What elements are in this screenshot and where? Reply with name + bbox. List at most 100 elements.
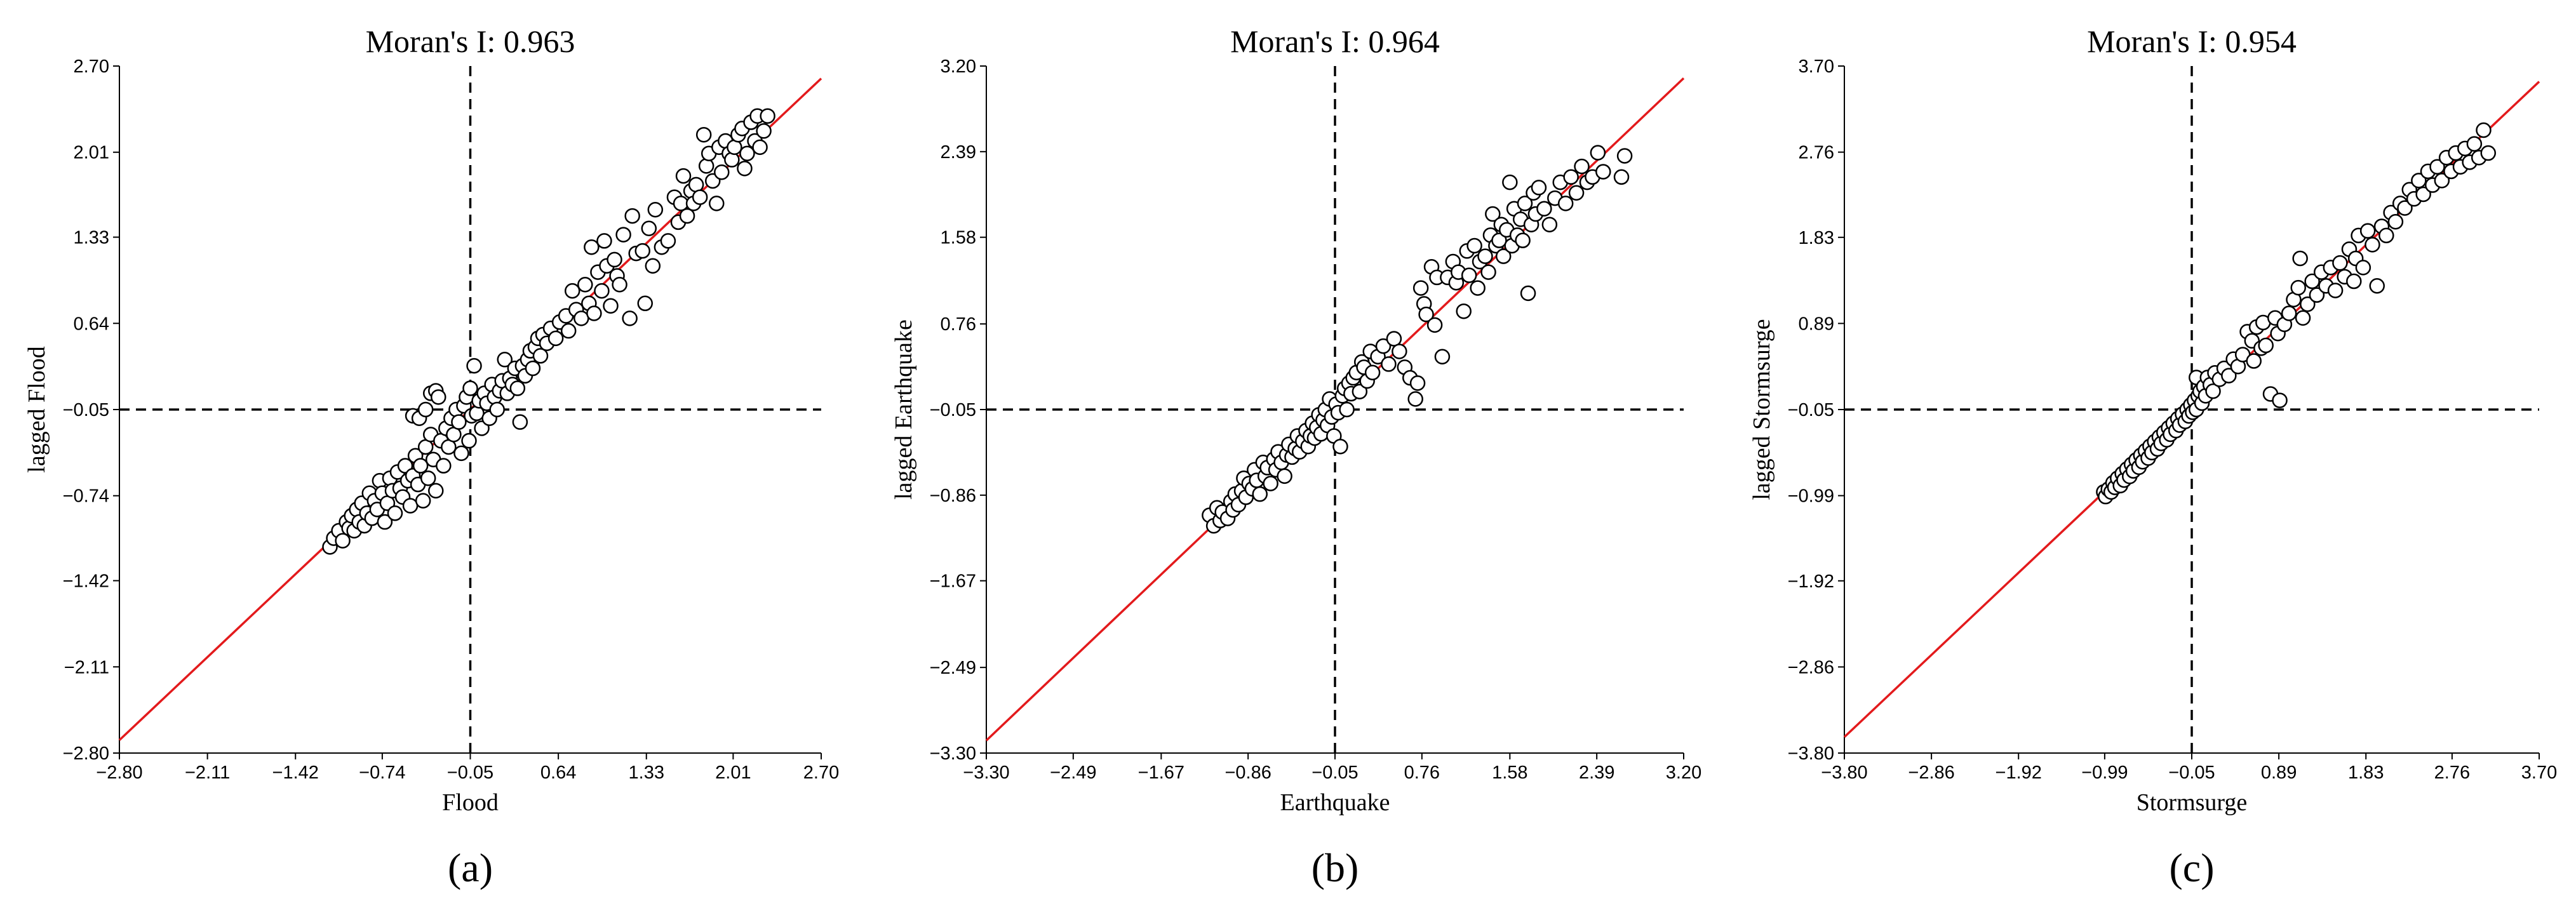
data-point — [1531, 180, 1547, 196]
y-tick-label: −1.92 — [1788, 571, 1834, 592]
chart-title: Moran's I: 0.954 — [2087, 23, 2297, 59]
chart-panel-2: Moran's I: 0.964 −3.30 −2.49 −1.67 −0.86 −0.0… — [890, 23, 1701, 890]
data-point — [2415, 186, 2431, 203]
x-tick-label: 2.01 — [715, 763, 751, 783]
data-point — [2246, 353, 2262, 369]
data-point — [1386, 331, 1402, 347]
data-point — [489, 401, 505, 418]
data-point — [1407, 391, 1423, 407]
data-point — [624, 208, 640, 224]
data-point — [1263, 476, 1278, 491]
y-tick-label: −0.99 — [1788, 486, 1834, 507]
data-point — [451, 414, 467, 430]
data-point — [1536, 201, 1552, 217]
data-point — [1375, 338, 1392, 354]
x-tick-label: 3.70 — [2521, 763, 2557, 783]
data-point — [560, 323, 577, 339]
data-point — [2304, 273, 2320, 290]
y-tick-label: 2.39 — [941, 142, 976, 163]
y-tick-label: 1.58 — [941, 228, 976, 248]
y-tick-label: −0.05 — [930, 400, 976, 420]
data-point — [1491, 232, 1507, 248]
data-point — [1252, 486, 1268, 502]
data-point — [1502, 174, 1518, 190]
y-tick-label: 2.01 — [74, 143, 109, 163]
data-point — [714, 164, 730, 180]
data-point — [596, 233, 612, 249]
data-point — [428, 483, 444, 499]
data-point — [1466, 237, 1482, 254]
x-tick-label: 1.58 — [1492, 763, 1527, 783]
y-tick-label: 0.76 — [941, 314, 976, 335]
data-point — [436, 458, 452, 474]
data-point — [2434, 173, 2450, 189]
data-point — [1461, 267, 1477, 283]
data-point — [2309, 287, 2325, 303]
y-tick-label: −0.74 — [63, 486, 109, 507]
data-point — [1574, 158, 1590, 175]
x-tick-label: 1.33 — [629, 763, 664, 783]
data-point — [737, 161, 753, 177]
data-point — [615, 227, 631, 243]
data-point — [462, 380, 478, 396]
data-point — [2411, 173, 2427, 189]
data-point — [2258, 337, 2274, 354]
x-tick-label: −2.86 — [1908, 763, 1954, 783]
data-point — [2346, 273, 2362, 290]
data-point — [2429, 159, 2445, 175]
data-point — [739, 145, 755, 161]
y-axis-label: lagged Stormsurge — [1748, 319, 1775, 500]
y-tick-label: −1.67 — [930, 571, 976, 592]
data-point — [1409, 375, 1426, 391]
x-tick-label: −0.05 — [2168, 763, 2215, 783]
data-point — [461, 432, 477, 449]
x-tick-label: 1.83 — [2348, 763, 2384, 783]
data-point — [2272, 392, 2288, 408]
y-tick-label: −3.80 — [1788, 744, 1834, 764]
data-point — [431, 389, 446, 405]
y-tick-label: −0.05 — [1788, 400, 1834, 420]
data-point — [415, 493, 431, 509]
data-point — [1520, 285, 1536, 302]
x-tick-label: −2.11 — [185, 763, 230, 783]
y-tick-label: 1.83 — [1799, 228, 1834, 248]
x-tick-label: −2.49 — [1050, 763, 1096, 783]
data-point — [2292, 250, 2308, 267]
x-tick-label: −0.74 — [359, 763, 405, 783]
data-point — [594, 283, 610, 299]
data-point — [497, 352, 513, 368]
y-tick-label: −0.05 — [63, 400, 109, 420]
x-tick-label: −2.80 — [96, 763, 142, 783]
data-point — [1590, 145, 1606, 161]
x-tick-label: −3.30 — [963, 763, 1009, 783]
x-tick-label: −1.92 — [1996, 763, 2042, 783]
y-tick-label: −1.42 — [63, 571, 109, 592]
y-tick-label: 3.70 — [1799, 57, 1834, 77]
data-point — [647, 201, 664, 218]
data-point — [675, 168, 692, 184]
data-point — [335, 533, 351, 549]
data-point — [1412, 280, 1429, 296]
data-point — [2476, 122, 2492, 138]
data-point — [2281, 305, 2297, 321]
x-tick-label: −3.80 — [1821, 763, 1867, 783]
data-point — [1426, 317, 1443, 333]
data-point — [387, 505, 403, 521]
y-tick-label: −3.30 — [930, 744, 976, 764]
data-point — [402, 498, 419, 514]
data-point — [577, 277, 593, 293]
data-point — [1364, 364, 1381, 380]
y-axis-label: lagged Flood — [23, 346, 50, 472]
data-point — [1381, 356, 1397, 372]
x-tick-label: −1.42 — [272, 763, 319, 783]
x-tick-label: −0.05 — [447, 763, 493, 783]
data-point — [660, 233, 676, 249]
data-point — [1613, 169, 1630, 185]
data-point — [2290, 279, 2306, 296]
data-point — [692, 189, 708, 205]
chart-title: Moran's I: 0.964 — [1230, 23, 1440, 59]
x-tick-label: 3.20 — [1666, 763, 1701, 783]
data-point — [698, 158, 714, 174]
chart-panel-3: Moran's I: 0.954 −3.80 −2.86 −1.92 −0.99 −0.0… — [1748, 23, 2557, 890]
